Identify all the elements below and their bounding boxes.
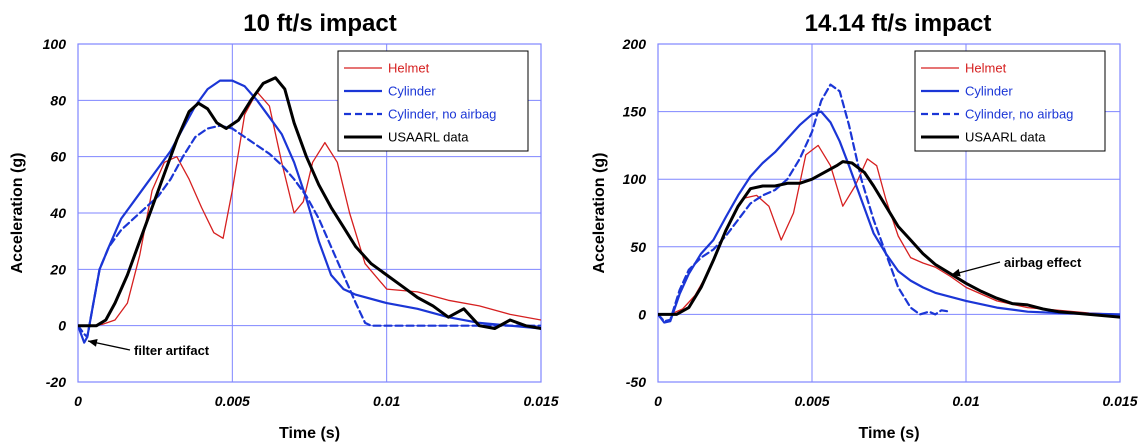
legend-label: Cylinder, no airbag — [388, 107, 496, 122]
y-tick-label: 100 — [43, 36, 67, 52]
series-line-cylinder — [658, 110, 1120, 324]
y-tick-label: 150 — [623, 104, 647, 120]
x-tick-label: 0.01 — [373, 393, 400, 409]
series-group — [658, 83, 1120, 324]
series-line-cylinder-no-airbag — [658, 83, 952, 323]
y-tick-label: 40 — [49, 205, 66, 221]
legend-label: USAARL data — [965, 130, 1046, 145]
legend: Helmet Cylinder Cylinder, no airbag USAARL … — [914, 50, 1106, 152]
y-tick-label: 20 — [49, 261, 66, 277]
annotation-label: filter artifact — [134, 343, 210, 358]
x-axis-label: Time (s) — [279, 425, 340, 442]
legend-label: Helmet — [965, 61, 1007, 76]
x-tick-label: 0.015 — [523, 393, 558, 409]
y-tick-label: 50 — [630, 239, 646, 255]
series-line-usaarl-data — [78, 76, 541, 330]
series-line-usaarl-data — [658, 160, 1120, 319]
x-axis-label: Time (s) — [858, 425, 919, 442]
y-tick-label: -20 — [46, 374, 66, 390]
plot-frame — [77, 43, 542, 383]
y-tick-label: 80 — [50, 92, 66, 108]
series-line-cylinder-no-airbag — [78, 124, 541, 338]
plot-frame — [657, 43, 1121, 383]
y-tick-label: 60 — [50, 149, 66, 165]
y-tick-label: 0 — [58, 318, 66, 334]
legend-label: Cylinder, no airbag — [965, 107, 1073, 122]
legend-label: Cylinder — [965, 84, 1013, 99]
y-axis-label: Acceleration (g) — [9, 153, 26, 274]
legend-label: Cylinder — [388, 84, 436, 99]
chart-panel-2: 0 0.005 0.01 0.015 -50 0 50 100 150 200 14.14 ft/s… — [591, 10, 1138, 442]
chart-panel-1: 0 0.005 0.01 0.015 -20 0 20 40 60 80 100 10 ft/s im… — [9, 10, 559, 442]
annotation: filter artifact — [87, 338, 210, 358]
legend: Helmet Cylinder Cylinder, no airbag USAARL … — [337, 50, 529, 152]
annotation: airbag effect — [950, 255, 1082, 277]
x-tick-label: 0 — [74, 393, 82, 409]
y-tick-label: -50 — [626, 374, 646, 390]
series-group — [78, 76, 541, 344]
x-tick-label: 0.005 — [794, 393, 829, 409]
legend-label: Helmet — [388, 61, 430, 76]
y-tick-label: 100 — [623, 171, 647, 187]
y-tick-label: 200 — [622, 36, 647, 52]
x-tick-label: 0.01 — [952, 393, 979, 409]
y-tick-label: 0 — [638, 306, 646, 322]
chart-title: 14.14 ft/s impact — [805, 10, 992, 37]
legend-label: USAARL data — [388, 130, 469, 145]
annotation-arrowhead — [951, 268, 961, 277]
chart-title: 10 ft/s impact — [243, 10, 396, 37]
annotation-arrowhead — [88, 338, 98, 347]
x-tick-label: 0.015 — [1102, 393, 1137, 409]
x-tick-label: 0 — [654, 393, 662, 409]
y-axis-label: Acceleration (g) — [591, 153, 608, 274]
annotation-label: airbag effect — [1004, 255, 1082, 270]
x-tick-label: 0.005 — [215, 393, 250, 409]
